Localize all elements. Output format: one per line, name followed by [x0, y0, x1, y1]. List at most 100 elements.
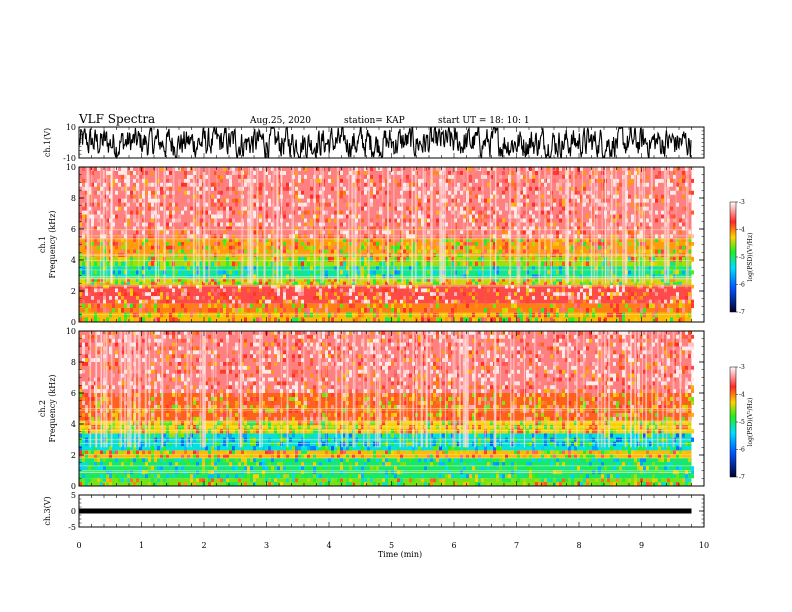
- ch2-spectrogram-cell: [448, 474, 451, 479]
- ch1-spectrogram-cell: [160, 292, 163, 296]
- ch1-spectrogram-cell: [136, 202, 139, 207]
- ch1-spectrogram-cell: [559, 281, 562, 285]
- ch1-spectrogram-cell: [529, 238, 532, 243]
- ch1-spectrogram-cell: [520, 214, 523, 219]
- ch1-spectrogram-cell: [448, 278, 451, 282]
- ch1-spectrogram-cell: [118, 174, 121, 179]
- ch1-spectrogram-cell: [583, 242, 586, 246]
- ch2-spectrogram-cell: [154, 458, 157, 463]
- ch1-spectrogram-sferic: [351, 167, 353, 284]
- ch1-spectrogram-cell: [367, 299, 370, 304]
- ch1-spectrogram-cell: [436, 218, 439, 223]
- ch1-spectrogram-cell: [661, 167, 664, 171]
- ch1-spectrogram-cell: [484, 308, 487, 313]
- ch2-spectrogram-cell: [475, 474, 478, 479]
- ch2-spectrogram-cell: [502, 466, 505, 471]
- ch1-spectrogram-cell: [655, 194, 658, 199]
- ch1-spectrogram-cell: [178, 270, 181, 275]
- ch2-spectrogram-cell: [79, 466, 82, 471]
- ch2-spectrogram-cell: [496, 433, 499, 438]
- ch1-spectrogram-cell: [499, 281, 502, 285]
- ch1-spectrogram-cell: [598, 214, 601, 219]
- ch1-spectrogram-cell: [628, 182, 631, 187]
- ch1-spectrogram-cell: [679, 253, 682, 257]
- ch1-spectrogram-cell: [538, 308, 541, 313]
- ch1-spectrogram-cell: [340, 222, 343, 227]
- ch1-spectrogram-cell: [127, 182, 130, 187]
- ch1-spectrogram-cell: [193, 296, 196, 300]
- ch1-spectrogram-cell: [472, 214, 475, 219]
- ch2-spectrogram-cell: [382, 433, 385, 438]
- ch1-spectrogram-cell: [142, 270, 145, 275]
- ch1-spectrogram-cell: [433, 317, 436, 323]
- ch1-spectrogram-cell: [415, 292, 418, 296]
- ch1-spectrogram-cell: [298, 281, 301, 285]
- ch1-spectrogram-cell: [433, 270, 436, 275]
- ch2-spectrogram-cell: [214, 462, 217, 467]
- ch2-spectrogram-cell: [541, 454, 544, 459]
- ch1-spectrogram-cell: [133, 266, 136, 271]
- ch1-spectrogram-cell: [592, 226, 595, 231]
- ch1-spectrogram-cell: [184, 256, 187, 262]
- ch1-spectrogram-cell: [526, 270, 529, 275]
- ch1-spectrogram-cell: [493, 261, 496, 267]
- ch1-spectrogram-cell: [379, 308, 382, 313]
- ch1-spectrogram-cell: [268, 202, 271, 207]
- ch2-spectrogram-cell: [628, 433, 631, 438]
- ch2-spectrogram-cell: [97, 458, 100, 463]
- ch1-spectrogram-cell: [316, 292, 319, 296]
- ch2-spectrogram-cell: [598, 450, 601, 455]
- ch1-spectrogram-cell: [523, 245, 526, 250]
- ch1-spectrogram-cell: [328, 194, 331, 199]
- ch1-spectrogram-cell: [283, 256, 286, 262]
- ch1-spectrogram-cell: [301, 299, 304, 304]
- ch1-spectrogram-cell: [364, 256, 367, 262]
- ch1-spectrogram-cell: [115, 242, 118, 246]
- ch2-spectrogram-cell: [361, 446, 364, 451]
- ch1-spectrogram-cell: [232, 167, 235, 171]
- ch1-spectrogram-cell: [628, 288, 631, 293]
- ch2-spectrogram-cell: [466, 482, 469, 486]
- ch1-spectrogram-cell: [130, 253, 133, 257]
- ch2-spectrogram-cell: [259, 462, 262, 467]
- ch2-spectrogram-cell: [151, 466, 154, 471]
- ch1-spectrogram-cell: [265, 249, 268, 254]
- ch1-spectrogram-cell: [580, 198, 583, 203]
- ch1-spectrogram-cell: [136, 174, 139, 179]
- ch1-spectrogram-cell: [181, 292, 184, 296]
- ch1-spectrogram-cell: [637, 182, 640, 187]
- ch2-spectrogram-cell: [331, 454, 334, 459]
- ch1-spectrogram-cell: [184, 222, 187, 227]
- ch1-spectrogram-cell: [169, 278, 172, 282]
- ch1-spectrogram-cell: [100, 230, 103, 235]
- ch2-spectrogram-cell: [199, 478, 202, 483]
- ch1-spectrogram-cell: [361, 253, 364, 257]
- ch1-spectrogram-cell: [229, 222, 232, 227]
- ch1-spectrogram-cell: [580, 174, 583, 179]
- ch2-spectrogram-cell: [682, 450, 685, 455]
- ch1-spectrogram-cell: [232, 234, 235, 239]
- ch1-spectrogram-cell: [439, 317, 442, 323]
- ch1-spectrogram-cell: [253, 171, 256, 175]
- ch1-spectrogram-cell: [640, 249, 643, 254]
- ch2-spectrogram-cell: [217, 478, 220, 483]
- ch1-spectrogram-cell: [175, 167, 178, 171]
- ch1-spectrogram-cell: [148, 230, 151, 235]
- ch2-spectrogram-cell: [679, 474, 682, 479]
- ch1-spectrogram-cell: [631, 266, 634, 271]
- ch2-spectrogram-cell: [598, 458, 601, 463]
- ch1-spectrogram-cell: [106, 206, 109, 211]
- ch1-spectrogram-cell: [244, 242, 247, 246]
- ch2-spectrogram-cell: [82, 450, 85, 455]
- ch1-spectrogram-cell: [121, 253, 124, 257]
- ch1-spectrogram-cell: [406, 284, 409, 289]
- ch1-spectrogram-cell: [406, 242, 409, 246]
- ch2-spectrogram-cell: [601, 478, 604, 483]
- ch1-spectrogram-cell: [526, 312, 529, 318]
- ch2-spectrogram-cell: [88, 478, 91, 483]
- ch1-spectrogram-cell: [580, 288, 583, 293]
- ch2-spectrogram-cell: [562, 466, 565, 471]
- ch1-spectrogram-cell: [526, 288, 529, 293]
- ch1-spectrogram-cell: [235, 299, 238, 304]
